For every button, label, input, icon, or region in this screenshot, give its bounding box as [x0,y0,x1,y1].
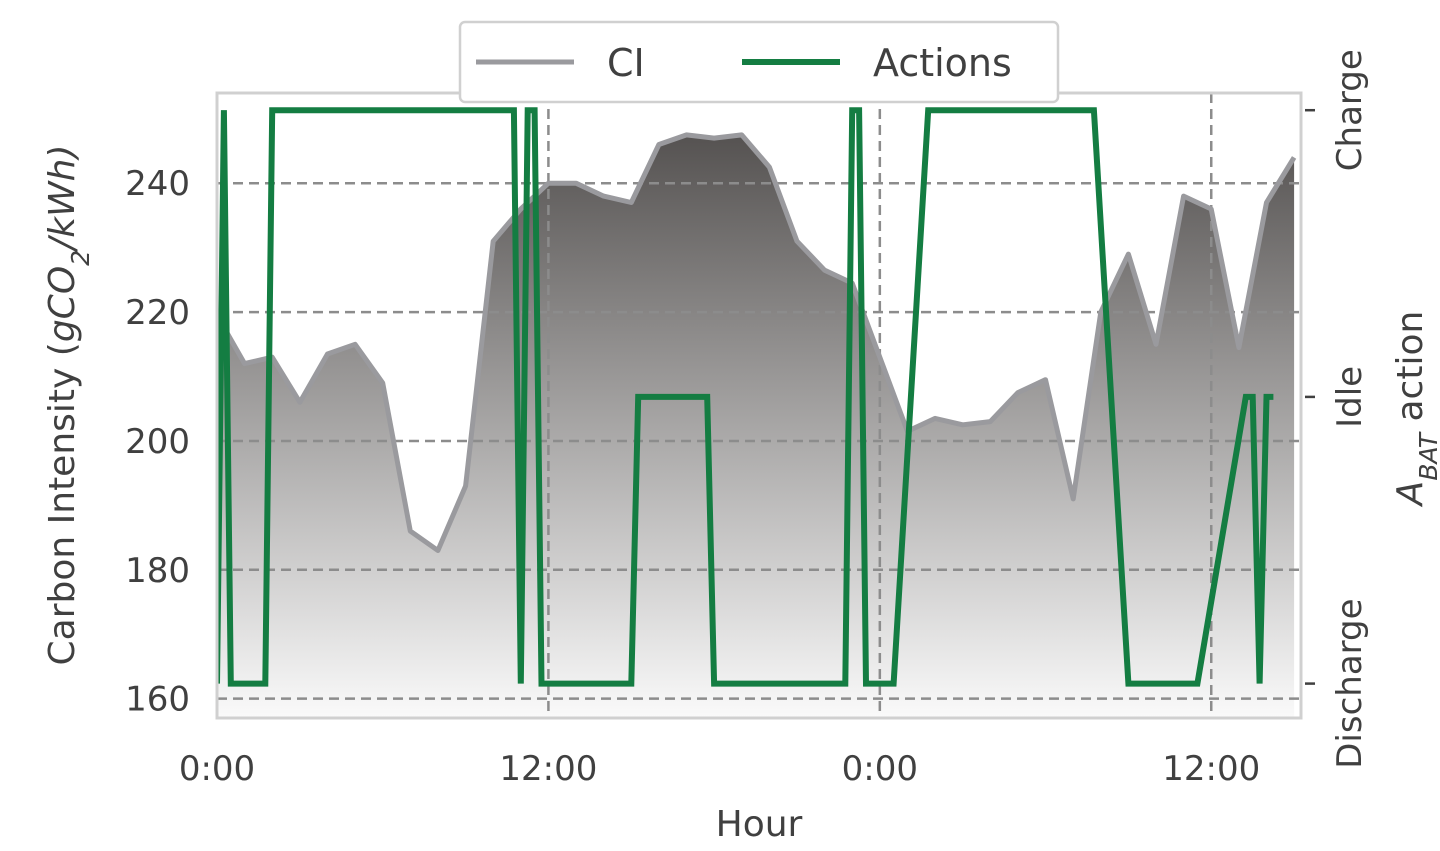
x-tick-label: 0:00 [842,749,918,789]
left-axis-label: Carbon Intensity (gCO2/kWh) [42,145,95,666]
right-tick-label: Charge [1330,49,1370,171]
y-tick-label: 160 [125,680,190,720]
left-axis-label-subscript: 2 [66,250,95,266]
y-tick-label: 240 [125,164,190,204]
left-axis-label-post: /kWh) [42,145,83,253]
right-axis-label-subscript: BAT [1414,431,1440,480]
legend: CI Actions [458,20,1060,104]
ci-series-line [217,132,1297,553]
plot-area [217,93,1301,718]
y-tick-label: 220 [125,293,190,333]
right-axis-label-main: A [1390,481,1431,508]
right-axis-ticks: Discharge Idle Charge [1305,49,1370,769]
ci-area-fill [217,134,1295,718]
x-tick-label: 0:00 [179,749,255,789]
y-tick-label: 200 [125,422,190,462]
x-tick-label: 12:00 [1162,749,1260,789]
right-tick-label: Idle [1330,366,1370,428]
left-axis-label-pre: Carbon Intensity ( [42,342,83,665]
x-tick-label: 12:00 [499,749,597,789]
right-axis-label-post: action [1390,311,1431,433]
left-axis-label-main: gCO [42,266,83,342]
actions-series-line [217,107,1274,687]
left-axis-ticks: 160 180 200 220 240 [125,164,190,719]
x-axis-ticks: 0:00 12:00 0:00 12:00 [179,749,1260,789]
right-tick-label: Discharge [1330,598,1370,768]
y-tick-label: 180 [125,551,190,591]
legend-ci-label: CI [607,41,645,85]
legend-actions-label: Actions [873,41,1012,85]
x-axis-label: Hour [716,804,803,845]
right-axis-label: ABAT action [1390,311,1440,508]
